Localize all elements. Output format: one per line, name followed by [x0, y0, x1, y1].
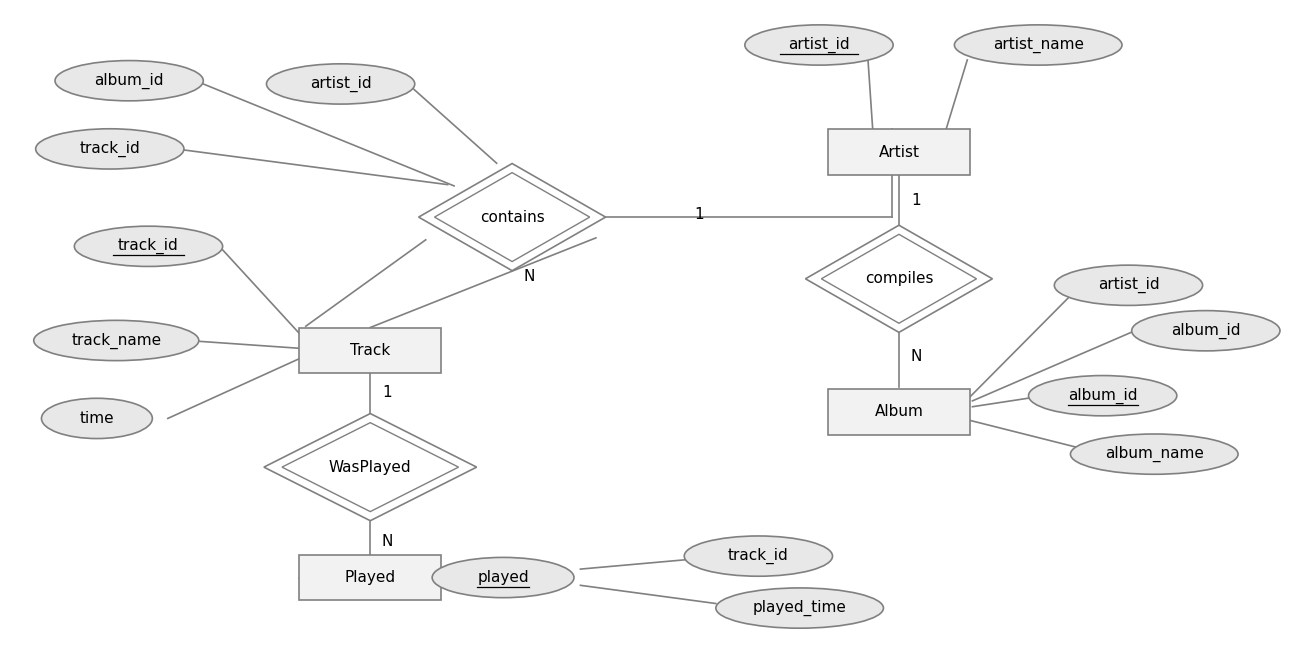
Text: Track: Track	[350, 343, 390, 358]
Ellipse shape	[433, 557, 574, 597]
Ellipse shape	[1132, 310, 1279, 351]
Text: WasPlayed: WasPlayed	[329, 460, 412, 475]
Text: album_id: album_id	[95, 73, 164, 89]
Text: N: N	[381, 534, 392, 550]
Text: 1: 1	[694, 207, 704, 222]
Text: artist_id: artist_id	[789, 37, 850, 53]
Text: played_time: played_time	[752, 600, 847, 616]
Ellipse shape	[34, 320, 198, 361]
Ellipse shape	[954, 25, 1121, 65]
Text: track_name: track_name	[71, 332, 162, 348]
Polygon shape	[418, 164, 606, 271]
FancyBboxPatch shape	[828, 130, 970, 175]
Text: album_id: album_id	[1068, 388, 1137, 403]
Text: track_id: track_id	[79, 141, 140, 157]
Polygon shape	[264, 413, 477, 521]
Text: artist_id: artist_id	[310, 76, 372, 92]
Polygon shape	[805, 225, 992, 332]
Text: artist_id: artist_id	[1098, 277, 1159, 293]
Text: track_id: track_id	[118, 238, 179, 254]
Text: track_id: track_id	[728, 548, 789, 564]
Text: album_id: album_id	[1171, 323, 1241, 339]
Text: Played: Played	[344, 570, 396, 585]
Ellipse shape	[54, 60, 203, 101]
Text: album_name: album_name	[1105, 446, 1203, 462]
Ellipse shape	[267, 64, 414, 104]
Text: time: time	[79, 411, 114, 426]
Text: N: N	[910, 349, 921, 364]
Ellipse shape	[684, 536, 833, 576]
Text: artist_name: artist_name	[993, 37, 1084, 53]
Ellipse shape	[1054, 265, 1203, 305]
Ellipse shape	[716, 588, 883, 628]
Text: 1: 1	[382, 385, 392, 400]
Ellipse shape	[1028, 375, 1177, 416]
Text: Album: Album	[874, 404, 923, 419]
Text: N: N	[523, 269, 535, 284]
Ellipse shape	[745, 25, 894, 65]
Ellipse shape	[74, 226, 223, 267]
Text: compiles: compiles	[865, 271, 934, 286]
Ellipse shape	[41, 398, 153, 439]
Text: 1: 1	[910, 193, 921, 208]
Ellipse shape	[36, 129, 184, 169]
Text: contains: contains	[479, 210, 544, 225]
FancyBboxPatch shape	[299, 328, 442, 373]
Text: Artist: Artist	[878, 145, 919, 160]
Text: played: played	[478, 570, 528, 585]
FancyBboxPatch shape	[299, 555, 442, 600]
Ellipse shape	[1071, 434, 1238, 474]
FancyBboxPatch shape	[828, 389, 970, 435]
